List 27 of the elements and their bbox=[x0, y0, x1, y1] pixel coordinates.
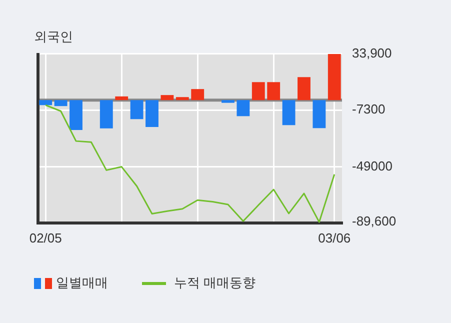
legend-label: 일별매매 bbox=[56, 274, 108, 292]
bar bbox=[160, 95, 174, 100]
y-tick-label: 33,900 bbox=[352, 46, 392, 61]
bar bbox=[146, 100, 158, 128]
x-tick-label: 02/05 bbox=[29, 230, 62, 246]
y-tick-label: -49000 bbox=[352, 158, 392, 174]
bar bbox=[282, 100, 296, 126]
bar bbox=[54, 100, 68, 106]
bar bbox=[191, 89, 204, 100]
bar bbox=[222, 100, 234, 103]
chart-title: 외국인 bbox=[34, 28, 73, 46]
bar bbox=[267, 82, 280, 100]
bar bbox=[236, 100, 250, 116]
bar bbox=[252, 82, 265, 100]
bar bbox=[130, 100, 144, 120]
bar bbox=[100, 100, 113, 128]
bar bbox=[176, 97, 189, 100]
x-tick-label: 03/06 bbox=[318, 230, 351, 246]
y-tick-label: -7300 bbox=[352, 102, 386, 117]
bar bbox=[328, 54, 341, 100]
legend-label: 누적 매매동향 bbox=[174, 274, 256, 292]
bar bbox=[312, 100, 326, 128]
y-tick-label: -89,600 bbox=[352, 214, 396, 229]
bar bbox=[115, 96, 128, 100]
bar bbox=[39, 100, 52, 106]
bar bbox=[70, 100, 82, 130]
bar bbox=[298, 77, 310, 100]
